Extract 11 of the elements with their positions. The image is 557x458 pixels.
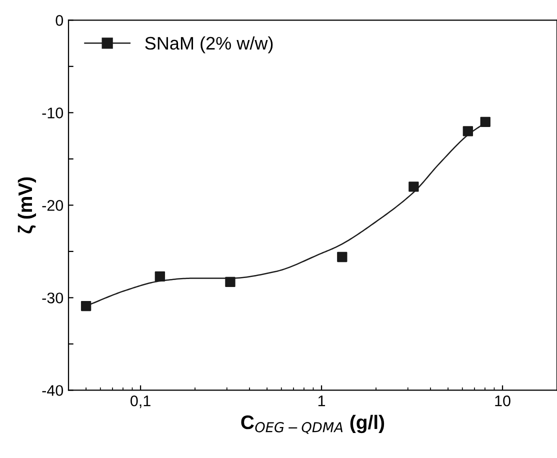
y-tick-label: -40: [42, 385, 64, 396]
y-axis-title: ζ (mV): [18, 177, 36, 234]
x-axis-title: C$_{OEG−QDMA}$ (g/l): [241, 414, 384, 434]
y-tick-label: -10: [42, 108, 64, 118]
y-tick-label: -20: [42, 200, 64, 211]
x-tick-label: 1: [318, 396, 326, 406]
legend-label: SNaM (2% w/w): [145, 36, 273, 54]
y-tick-label: 0: [56, 15, 64, 26]
x-tick-label: 0,1: [130, 395, 150, 408]
y-tick-label: -30: [42, 292, 64, 304]
x-tick-label: 10: [495, 395, 510, 406]
